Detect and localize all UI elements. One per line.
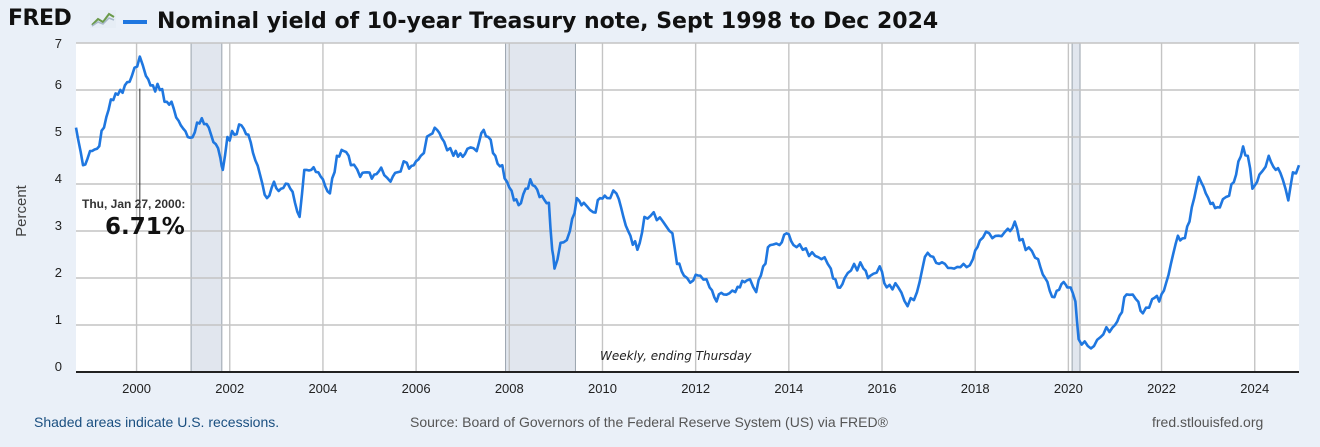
x-axis-ticks: 2000 2002 2004 2006 2008 2010 2012 2014 2016 2018… bbox=[122, 381, 1269, 396]
chart-header: FRED Nominal yield of 10-year Treasury n… bbox=[0, 0, 1320, 42]
annotation-date: Thu, Jan 27, 2000: bbox=[82, 197, 185, 211]
line-chart-icon bbox=[90, 10, 116, 28]
x-tick-label-2002: 2002 bbox=[215, 381, 244, 396]
series-line-10yr-yield[interactable] bbox=[74, 55, 1301, 350]
x-tick-label-2000: 2000 bbox=[122, 381, 151, 396]
x-tick-label-2020: 2020 bbox=[1054, 381, 1083, 396]
y-tick-label-5: 5 bbox=[55, 124, 62, 139]
x-tick-label-2010: 2010 bbox=[588, 381, 617, 396]
x-tick-label-2008: 2008 bbox=[495, 381, 524, 396]
y-axis-label: Percent bbox=[13, 184, 30, 237]
y-tick-label-6: 6 bbox=[55, 77, 62, 92]
x-tick-label-2004: 2004 bbox=[308, 381, 337, 396]
x-tick-label-2014: 2014 bbox=[774, 381, 803, 396]
chart-title: Nominal yield of 10-year Treasury note, … bbox=[157, 9, 939, 34]
source-note: Source: Board of Governors of the Federa… bbox=[410, 414, 888, 430]
x-tick-label-2006: 2006 bbox=[402, 381, 431, 396]
y-tick-label-7: 7 bbox=[55, 36, 62, 51]
recession-band-0 bbox=[190, 42, 223, 373]
plot-area bbox=[76, 43, 1299, 372]
legend-series-swatch bbox=[123, 20, 147, 24]
x-tick-label-2018: 2018 bbox=[961, 381, 990, 396]
y-tick-label-0: 0 bbox=[55, 359, 62, 374]
y-tick-label-4: 4 bbox=[55, 171, 62, 186]
y-axis-ticks: 0 1 2 3 4 5 6 7 bbox=[55, 36, 62, 374]
x-tick-label-2012: 2012 bbox=[681, 381, 710, 396]
y-tick-label-2: 2 bbox=[55, 265, 62, 280]
recession-band-1 bbox=[505, 42, 576, 373]
y-tick-label-1: 1 bbox=[55, 312, 62, 327]
frequency-note: Weekly, ending Thursday bbox=[600, 349, 752, 363]
x-tick-label-2022: 2022 bbox=[1147, 381, 1176, 396]
chart-gridlines bbox=[76, 42, 1299, 372]
fred-logo[interactable]: FRED bbox=[8, 6, 72, 31]
value-annotation: Thu, Jan 27, 2000: 6.71% bbox=[82, 88, 185, 240]
site-link[interactable]: fred.stlouisfed.org bbox=[1152, 414, 1264, 430]
x-tick-label-2024: 2024 bbox=[1240, 381, 1269, 396]
annotation-value: 6.71% bbox=[105, 214, 185, 240]
recession-note: Shaded areas indicate U.S. recessions. bbox=[34, 414, 280, 430]
x-tick-label-2016: 2016 bbox=[868, 381, 897, 396]
y-tick-label-3: 3 bbox=[55, 218, 62, 233]
